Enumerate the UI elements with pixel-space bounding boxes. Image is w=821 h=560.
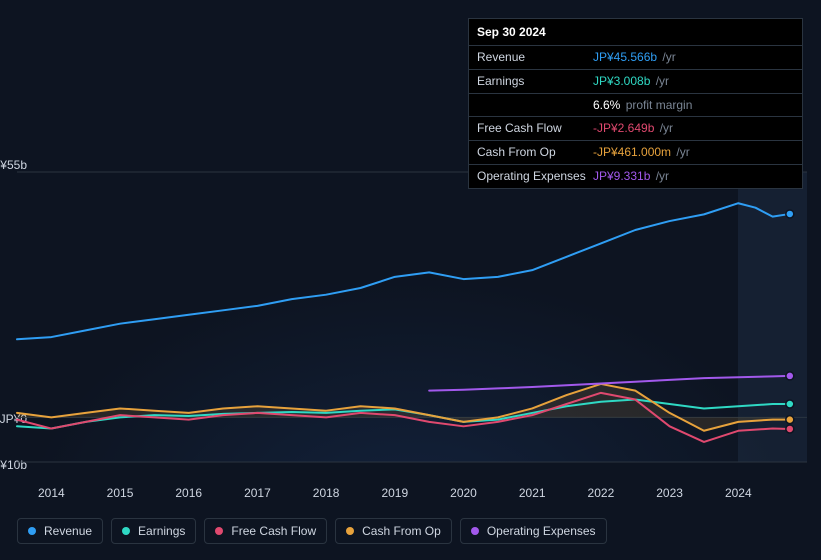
tooltip-metric-label: Earnings [477, 73, 593, 90]
legend-item[interactable]: Free Cash Flow [204, 518, 327, 544]
legend-dot-icon [471, 527, 479, 535]
x-tick-label: 2024 [725, 486, 752, 500]
legend-item[interactable]: Earnings [111, 518, 196, 544]
tooltip-row: Free Cash Flow-JP¥2.649b /yr [469, 117, 802, 141]
legend-dot-icon [122, 527, 130, 535]
x-tick-label: 2022 [588, 486, 615, 500]
legend-label: Earnings [138, 524, 185, 538]
x-axis: 2014 2015 2016 2017 2018 2019 2020 2021 2022 2023… [17, 486, 807, 506]
tooltip-row: EarningsJP¥3.008b /yr [469, 70, 802, 94]
legend: Revenue Earnings Free Cash Flow Cash From O… [17, 518, 607, 544]
x-tick-label: 2016 [175, 486, 202, 500]
legend-dot-icon [28, 527, 36, 535]
x-tick-label: 2015 [107, 486, 134, 500]
tooltip-metric-value: -JP¥461.000m /yr [593, 144, 794, 161]
tooltip-row: Cash From Op-JP¥461.000m /yr [469, 141, 802, 165]
legend-item[interactable]: Revenue [17, 518, 103, 544]
legend-item[interactable]: Operating Expenses [460, 518, 607, 544]
legend-item[interactable]: Cash From Op [335, 518, 452, 544]
tooltip-row: Operating ExpensesJP¥9.331b /yr [469, 165, 802, 188]
x-tick-label: 2019 [381, 486, 408, 500]
x-tick-label: 2020 [450, 486, 477, 500]
legend-label: Free Cash Flow [231, 524, 316, 538]
legend-dot-icon [215, 527, 223, 535]
tooltip-metric-label: Revenue [477, 49, 593, 66]
legend-label: Cash From Op [362, 524, 441, 538]
tooltip-metric-value: JP¥9.331b /yr [593, 168, 794, 185]
tooltip-metric-value: 6.6% profit margin [593, 97, 794, 114]
tooltip-metric-value: JP¥45.566b /yr [593, 49, 794, 66]
x-tick-label: 2023 [656, 486, 683, 500]
tooltip-metric-value: JP¥3.008b /yr [593, 73, 794, 90]
line-chart: JP¥55b JP¥0 -JP¥10b [17, 160, 807, 480]
tooltip-metric-label: Free Cash Flow [477, 120, 593, 137]
x-tick-label: 2021 [519, 486, 546, 500]
tooltip-metric-label [477, 97, 593, 114]
tooltip-metric-label: Cash From Op [477, 144, 593, 161]
plot-svg [17, 160, 807, 480]
x-tick-label: 2014 [38, 486, 65, 500]
data-tooltip: Sep 30 2024 RevenueJP¥45.566b /yrEarning… [468, 18, 803, 189]
legend-label: Operating Expenses [487, 524, 596, 538]
legend-dot-icon [346, 527, 354, 535]
tooltip-row: 6.6% profit margin [469, 94, 802, 118]
x-tick-label: 2017 [244, 486, 271, 500]
tooltip-row: RevenueJP¥45.566b /yr [469, 46, 802, 70]
tooltip-metric-value: -JP¥2.649b /yr [593, 120, 794, 137]
tooltip-metric-label: Operating Expenses [477, 168, 593, 185]
x-tick-label: 2018 [313, 486, 340, 500]
tooltip-date: Sep 30 2024 [469, 19, 802, 46]
legend-label: Revenue [44, 524, 92, 538]
